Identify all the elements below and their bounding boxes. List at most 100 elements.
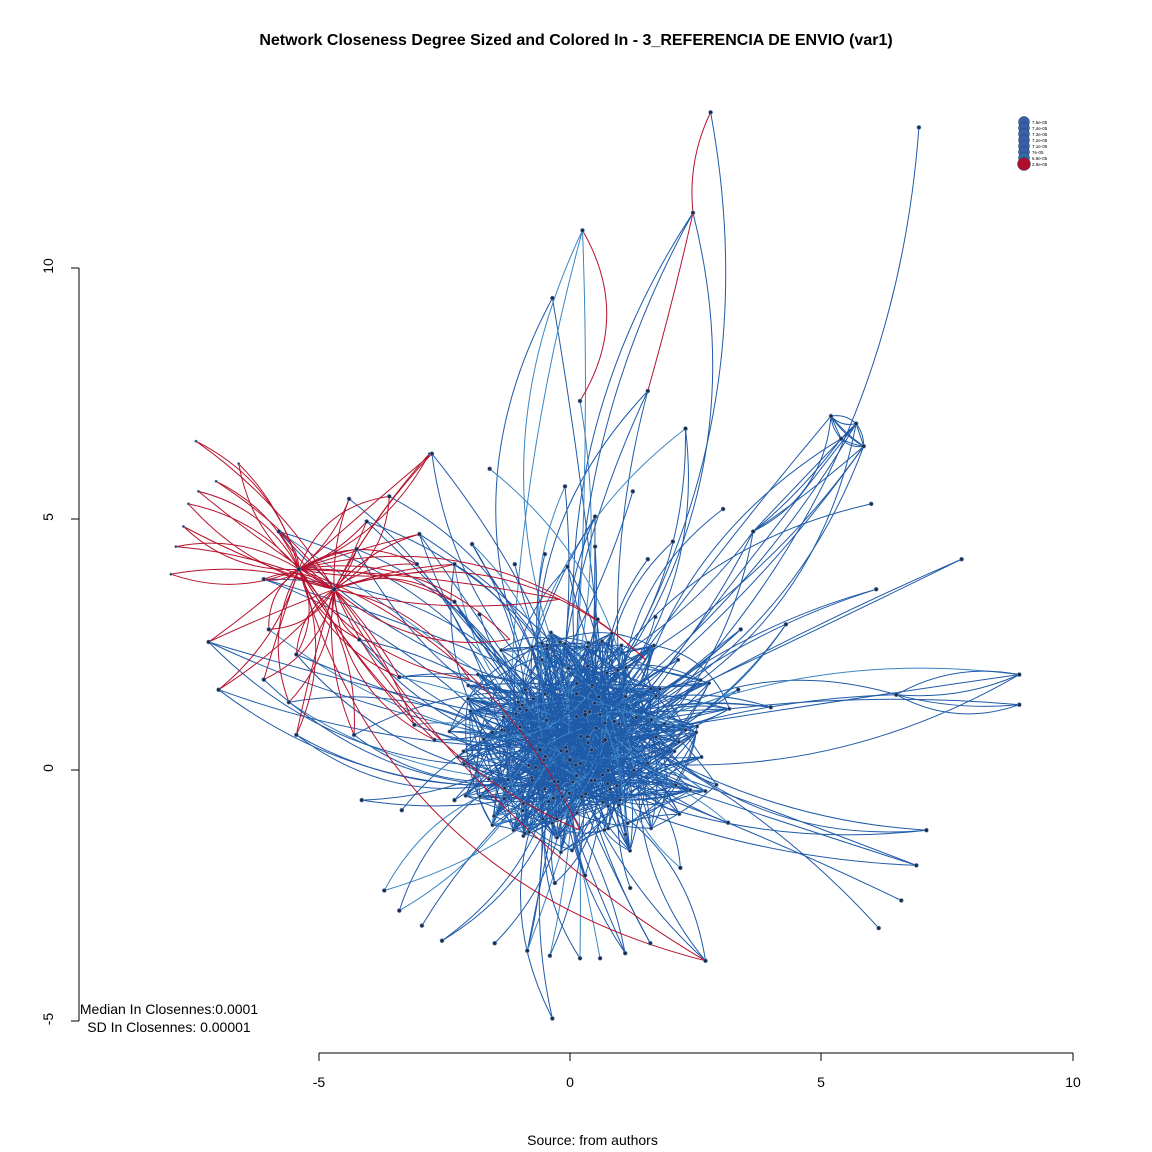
network-node <box>678 865 683 871</box>
network-node <box>499 647 504 653</box>
network-node <box>359 797 365 803</box>
network-node <box>396 908 402 913</box>
network-node <box>452 599 457 605</box>
network-node <box>602 720 607 726</box>
network-edge <box>637 708 730 726</box>
network-node <box>627 848 633 853</box>
network-edge <box>585 737 679 755</box>
network-edge-red <box>238 463 335 590</box>
network-edge <box>544 648 559 715</box>
network-node <box>546 799 551 804</box>
network-node <box>586 640 591 645</box>
network-node <box>520 703 525 708</box>
network-node <box>703 788 708 794</box>
network-edge-red <box>195 440 335 590</box>
legend-label: 7.3e-05 <box>1032 132 1048 137</box>
network-node <box>577 398 583 404</box>
network-hub-node <box>296 566 302 572</box>
network-edge <box>528 781 576 833</box>
network-edge <box>517 701 562 772</box>
legend-label: 7.1e-05 <box>1032 144 1048 149</box>
network-edge-red <box>298 495 390 570</box>
network-node <box>499 728 505 733</box>
network-edge <box>544 646 588 695</box>
network-node <box>569 848 575 853</box>
y-tick-label: 10 <box>40 258 56 274</box>
network-edge <box>752 445 865 532</box>
network-node <box>574 773 579 778</box>
network-node <box>550 1016 555 1021</box>
network-node <box>521 801 526 806</box>
network-edge <box>596 771 902 901</box>
network-node <box>529 644 535 650</box>
network-hub-node <box>582 712 588 718</box>
network-node <box>381 888 387 893</box>
network-edge <box>752 438 842 532</box>
network-node <box>524 948 530 954</box>
network-node <box>432 737 437 743</box>
network-node <box>551 796 556 801</box>
network-edge <box>596 774 621 801</box>
network-node <box>617 797 622 803</box>
network-node <box>552 880 558 886</box>
network-edge <box>595 212 714 705</box>
network-node <box>182 524 186 528</box>
network-edge <box>582 719 652 776</box>
network-edge <box>637 423 857 721</box>
network-edge-red <box>333 588 561 607</box>
network-node <box>924 827 929 833</box>
network-node <box>548 630 554 635</box>
network-node <box>694 730 699 735</box>
network-edge-red <box>288 589 335 703</box>
network-node <box>623 832 628 837</box>
network-node <box>574 681 579 686</box>
network-node <box>738 627 744 632</box>
legend-label: 7e-05 <box>1032 150 1044 155</box>
network-edge <box>560 727 622 853</box>
network-node <box>783 622 789 627</box>
network-edge <box>296 654 516 779</box>
network-node <box>562 641 568 646</box>
network-edge <box>896 694 1020 707</box>
network-edge-red <box>333 453 433 590</box>
network-edge-red <box>218 569 300 691</box>
network-edge <box>504 708 521 767</box>
network-edge-red <box>263 589 335 681</box>
network-edge <box>592 684 615 698</box>
network-node <box>489 730 495 735</box>
network-edge <box>613 645 655 700</box>
network-hub-node <box>567 757 573 763</box>
network-node <box>560 794 565 799</box>
network-edge <box>523 756 599 837</box>
network-node <box>492 813 497 819</box>
network-node <box>386 494 392 499</box>
network-edge <box>398 774 512 911</box>
network-node <box>354 546 359 552</box>
network-node <box>396 674 402 680</box>
network-edge-red <box>295 568 310 655</box>
network-edge <box>469 711 524 811</box>
network-node <box>564 749 570 754</box>
network-edge <box>504 701 519 741</box>
network-node <box>838 436 844 442</box>
network-node <box>541 757 547 763</box>
network-node <box>706 680 712 686</box>
network-edge <box>571 770 635 851</box>
network-node <box>526 829 532 835</box>
network-node <box>573 762 578 768</box>
network-edge <box>263 578 574 744</box>
network-node <box>545 643 550 648</box>
network-node <box>187 502 191 506</box>
network-node <box>237 462 241 466</box>
network-edge-red <box>263 568 300 581</box>
network-edge <box>566 664 701 690</box>
network-node <box>586 740 591 745</box>
network-edge <box>603 829 631 852</box>
network-edge <box>638 531 754 753</box>
network-node <box>578 761 583 766</box>
network-node <box>657 686 662 691</box>
network-node <box>511 827 516 833</box>
network-edge <box>531 646 604 772</box>
network-node <box>579 794 584 799</box>
network-edge <box>580 711 665 725</box>
